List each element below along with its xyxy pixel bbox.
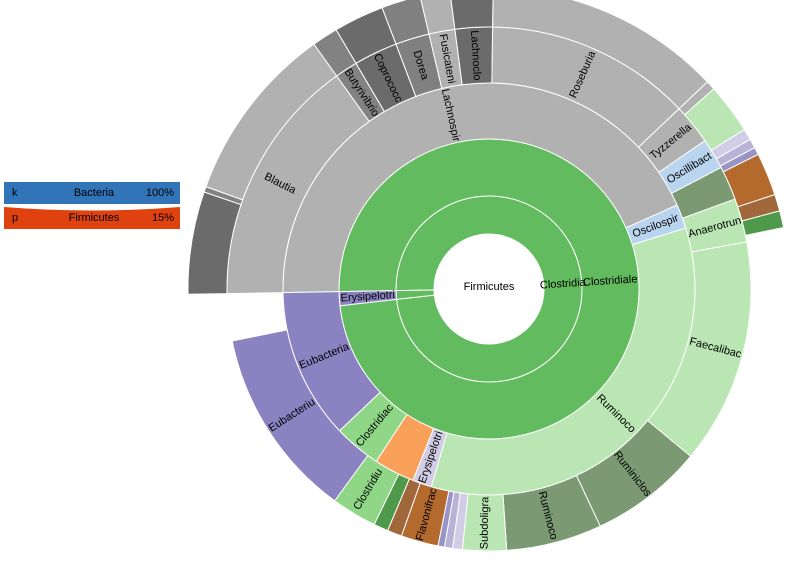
breadcrumb-level: p bbox=[12, 212, 19, 224]
arc-species-lachnoclostridium-sp[interactable] bbox=[450, 0, 494, 30]
arc-species-clostridium-sp[interactable] bbox=[741, 210, 785, 237]
label-class-clostridia: Clostridia bbox=[540, 277, 587, 292]
breadcrumb-name: Firmicutes bbox=[68, 212, 120, 224]
breadcrumb-percent: 100% bbox=[145, 187, 174, 199]
arc-genus-eubacterium[interactable] bbox=[231, 329, 369, 502]
label-order-clostridiales: Clostridiale bbox=[583, 273, 638, 288]
breadcrumb-level: k bbox=[12, 187, 18, 199]
breadcrumb-item-kingdom[interactable]: k Bacteria 100% bbox=[4, 182, 184, 204]
breadcrumb-shape bbox=[4, 207, 180, 229]
label-genus-lachnoclostridium: Lachnoclo bbox=[468, 30, 483, 81]
label-order-erysipelotrichales: Erysipelotri bbox=[340, 289, 395, 304]
breadcrumb: k Bacteria 100% p Firmicutes 15% bbox=[4, 182, 184, 232]
center-label[interactable]: Firmicutes bbox=[463, 281, 515, 293]
breadcrumb-item-phylum[interactable]: p Firmicutes 15% bbox=[4, 207, 184, 229]
breadcrumb-name: Bacteria bbox=[73, 187, 115, 199]
breadcrumb-percent: 15% bbox=[151, 212, 174, 224]
label-genus-subdoligranulum: Subdoligra bbox=[478, 496, 491, 550]
breadcrumb-shape bbox=[4, 182, 180, 204]
center-circle[interactable] bbox=[434, 234, 544, 344]
